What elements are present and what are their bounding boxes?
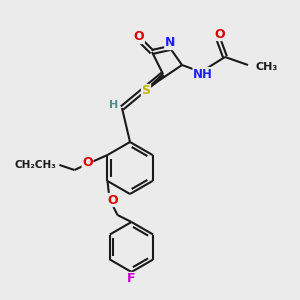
- Text: NH: NH: [193, 68, 213, 80]
- Text: H: H: [110, 100, 118, 110]
- Text: CH₃: CH₃: [256, 62, 278, 72]
- Text: O: O: [107, 194, 118, 206]
- Text: F: F: [127, 272, 136, 286]
- Text: N: N: [165, 37, 175, 50]
- Text: O: O: [82, 157, 93, 169]
- Text: S: S: [142, 85, 151, 98]
- Text: CH₂CH₃: CH₂CH₃: [15, 160, 56, 170]
- Text: O: O: [215, 28, 225, 40]
- Text: O: O: [134, 31, 144, 44]
